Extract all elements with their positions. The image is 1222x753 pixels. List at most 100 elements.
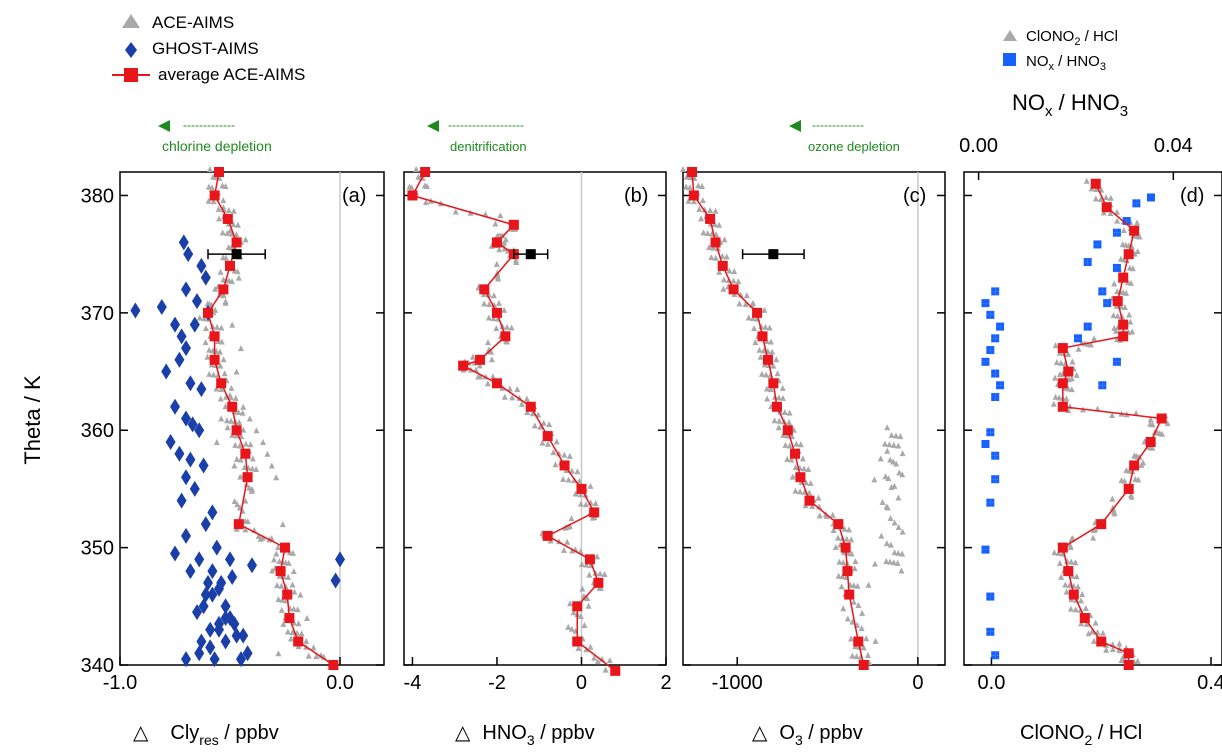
nox-hno3-point [1083, 322, 1088, 327]
ace-aims-point [835, 572, 842, 579]
ace-aims-point [1055, 549, 1062, 556]
average-point [1156, 413, 1167, 424]
ace-aims-point [291, 588, 298, 595]
average-point [610, 665, 621, 676]
average-point [790, 448, 801, 459]
ace-aims-point [228, 384, 235, 391]
ace-aims-point [202, 339, 209, 346]
ace-aims-point [850, 582, 857, 589]
ace-aims-point [207, 166, 213, 172]
y-tick-label: 350 [81, 538, 114, 560]
nox-hno3-point [1150, 197, 1155, 202]
ace-aims-point [704, 229, 711, 236]
ace-aims-point [894, 559, 901, 566]
ace-aims-point [1097, 195, 1104, 202]
ace-aims-point [1066, 582, 1073, 589]
y-tick-label: 380 [81, 185, 114, 207]
arrow-icon [158, 120, 170, 132]
ace-aims-point [1109, 411, 1116, 418]
nox-hno3-point [995, 397, 1000, 402]
ace-aims-point [686, 184, 693, 191]
ace-aims-point [1149, 444, 1156, 451]
nox-hno3-point [990, 310, 995, 315]
average-point [240, 448, 251, 459]
nox-hno3-point [981, 299, 986, 304]
average-point [222, 213, 233, 224]
error-bar-point [768, 249, 779, 260]
ace-aims-point [575, 645, 582, 652]
ace-aims-point [1128, 493, 1135, 500]
average-point [1063, 566, 1074, 577]
legend-label-average: average ACE-AIMS [158, 65, 305, 84]
nox-hno3-point [1103, 303, 1108, 308]
ace-aims-point [883, 503, 890, 510]
ace-aims-point [555, 450, 562, 457]
nox-hno3-point [985, 303, 990, 308]
nox-hno3-point [986, 592, 991, 597]
arrow-label: ozone depletion [808, 139, 900, 154]
ace-aims-point [1068, 375, 1075, 382]
ace-aims-point [712, 254, 719, 261]
ace-aims-point [763, 385, 770, 392]
average-point [1057, 378, 1068, 389]
ghost-aims-point [174, 351, 185, 368]
ace-aims-point [769, 348, 776, 355]
nox-hno3-point [1093, 240, 1098, 245]
nox-hno3-point [1102, 381, 1107, 386]
ace-aims-point [789, 473, 796, 480]
average-point [572, 601, 583, 612]
ace-aims-point [706, 244, 713, 251]
ace-aims-point [247, 441, 254, 448]
arrow-dashes: ------------- [812, 118, 864, 132]
ace-aims-point [895, 524, 902, 531]
ace-aims-point [806, 489, 813, 496]
nox-hno3-point [995, 287, 1000, 292]
ace-aims-point [1053, 359, 1060, 366]
ace-aims-point [568, 625, 575, 632]
ace-aims-point [1164, 420, 1171, 427]
ace-aims-point [493, 260, 500, 267]
ace-aims-point [205, 197, 212, 204]
ace-aims-point [1083, 620, 1090, 627]
ace-aims-point [274, 582, 281, 589]
ghost-aims-point [207, 586, 218, 603]
ace-aims-point [577, 613, 584, 620]
ace-aims-point [809, 502, 816, 509]
nox-hno3-point [1146, 197, 1151, 202]
ace-aims-point [594, 658, 601, 665]
ace-aims-point [215, 205, 222, 212]
average-point [782, 425, 793, 436]
ace-aims-point [201, 315, 208, 322]
ace-aims-point [1058, 359, 1065, 366]
ace-aims-point [731, 268, 738, 275]
ace-aims-point [886, 441, 893, 448]
ghost-aims-point [227, 568, 238, 585]
ace-aims-point [1129, 328, 1136, 335]
nox-hno3-point [1097, 244, 1102, 249]
ace-aims-point [228, 417, 235, 424]
ace-aims-point [514, 386, 521, 393]
ace-aims-point [685, 197, 692, 204]
ace-aims-point [297, 591, 304, 598]
x-axis-label-d: ClONO2 / HCl [1020, 722, 1142, 748]
ace-aims-point [887, 456, 894, 463]
average-point [1063, 366, 1074, 377]
average-point [728, 284, 739, 295]
legend-label-nox-hno3: NOx / HNO3 [1026, 53, 1106, 73]
ace-aims-point [743, 292, 750, 299]
ace-aims-point [840, 605, 847, 612]
nox-hno3-point [985, 361, 990, 366]
ace-aims-point [1073, 573, 1080, 580]
x-tick-label: 0 [912, 672, 923, 694]
ace-aims-point [213, 385, 220, 392]
nox-hno3-point [991, 651, 996, 656]
ace-aims-point [1069, 358, 1076, 365]
ace-aims-point [231, 498, 238, 505]
average-point [1096, 636, 1107, 647]
nox-hno3-point [1087, 258, 1092, 263]
ace-aims-point [882, 473, 889, 480]
ace-aims-point [222, 183, 229, 190]
ace-aims-point [278, 582, 285, 589]
ghost-aims-point [200, 586, 211, 603]
ace-aims-point [884, 424, 891, 431]
